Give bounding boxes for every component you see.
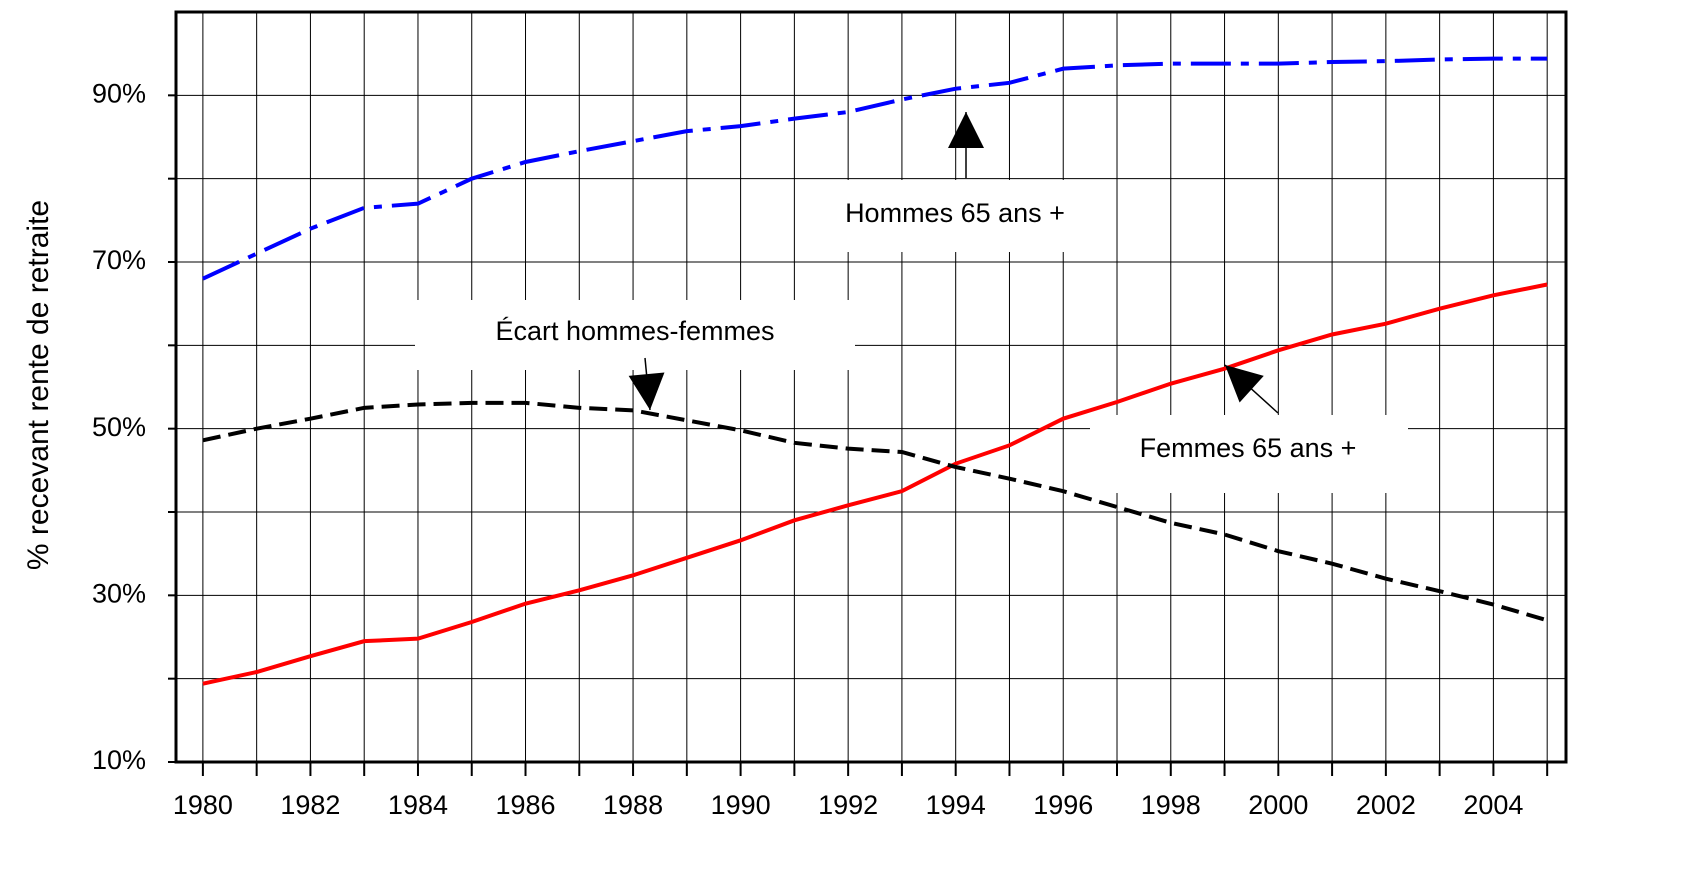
y-tick-label: 30% <box>92 578 146 608</box>
x-tick-label: 1992 <box>818 790 878 820</box>
x-tick-label: 1982 <box>280 790 340 820</box>
x-tick-label: 1994 <box>926 790 986 820</box>
x-tick-label: 2002 <box>1356 790 1416 820</box>
annotation-box <box>800 180 1110 252</box>
annotation: Hommes 65 ans + <box>845 198 1065 228</box>
arrow-head <box>1225 365 1264 403</box>
arrow-head <box>948 112 984 148</box>
y-tick-label: 50% <box>92 412 146 442</box>
x-tick-label: 1984 <box>388 790 448 820</box>
y-tick-label: 70% <box>92 245 146 275</box>
series-line <box>202 400 1548 623</box>
x-tick-label: 2000 <box>1248 790 1308 820</box>
annotation: Écart hommes-femmes <box>495 316 774 346</box>
plot-frame <box>174 10 1568 764</box>
x-tick-label: 1990 <box>711 790 771 820</box>
arrow-head <box>628 372 665 410</box>
x-tick-label: 1988 <box>603 790 663 820</box>
series-line <box>202 56 1548 281</box>
annotation-box <box>1090 415 1408 493</box>
x-tick-label: 1986 <box>495 790 555 820</box>
x-tick-label: 2004 <box>1463 790 1523 820</box>
x-tick-label: 1996 <box>1033 790 1093 820</box>
annotation: Femmes 65 ans + <box>1140 433 1357 463</box>
x-tick-label: 1980 <box>173 790 233 820</box>
annotation-box <box>415 300 855 370</box>
y-axis-label: % recevant rente de retraite <box>22 200 55 570</box>
x-tick-label: 1998 <box>1141 790 1201 820</box>
y-tick-label: 10% <box>92 745 146 775</box>
series-line <box>202 282 1548 686</box>
y-tick-label: 90% <box>92 78 146 108</box>
